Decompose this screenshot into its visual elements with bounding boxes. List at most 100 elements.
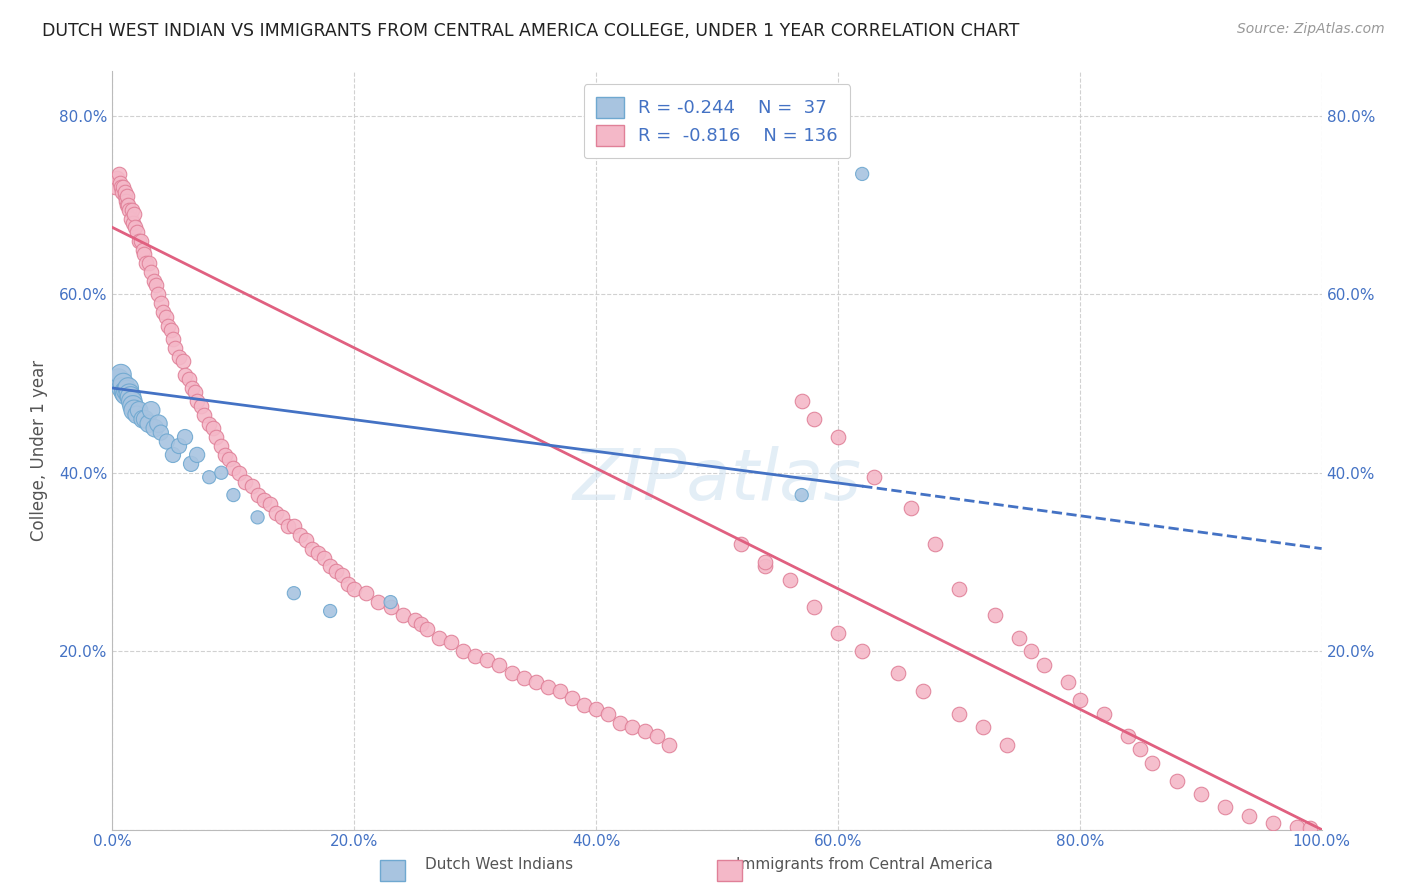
Point	[1286, 820, 1309, 834]
Text: Dutch West Indians: Dutch West Indians	[425, 857, 574, 872]
Point	[984, 608, 1007, 623]
Point	[900, 501, 922, 516]
Point	[138, 256, 160, 270]
Point	[117, 381, 139, 395]
Point	[512, 671, 534, 685]
Point	[1056, 675, 1078, 690]
Point	[1189, 787, 1212, 801]
Point	[128, 403, 150, 417]
Point	[246, 488, 269, 502]
Point	[114, 185, 136, 199]
Point	[488, 657, 510, 672]
Point	[107, 167, 129, 181]
Point	[162, 332, 184, 346]
Point	[152, 305, 174, 319]
Point	[1213, 800, 1236, 814]
Point	[174, 430, 197, 444]
Point	[108, 176, 131, 190]
Point	[218, 452, 240, 467]
Point	[1142, 756, 1164, 770]
Point	[1021, 644, 1043, 658]
Point	[464, 648, 486, 663]
Point	[312, 550, 335, 565]
Point	[440, 635, 463, 649]
Point	[193, 408, 215, 422]
Y-axis label: College, Under 1 year: College, Under 1 year	[30, 359, 48, 541]
Point	[141, 265, 163, 279]
Point	[404, 613, 426, 627]
Point	[172, 354, 194, 368]
Point	[319, 559, 342, 574]
Point	[1237, 809, 1260, 823]
Point	[995, 738, 1018, 752]
Point	[114, 387, 136, 401]
Point	[451, 644, 474, 658]
Point	[125, 408, 148, 422]
Point	[1129, 742, 1152, 756]
Point	[110, 180, 132, 194]
Point	[330, 568, 353, 582]
Point	[124, 220, 146, 235]
Point	[105, 171, 128, 186]
Point	[111, 185, 134, 199]
Point	[343, 582, 366, 596]
Point	[259, 497, 281, 511]
Point	[658, 738, 681, 752]
Point	[827, 626, 849, 640]
Point	[240, 479, 263, 493]
Point	[201, 421, 224, 435]
Point	[162, 448, 184, 462]
Point	[122, 399, 145, 413]
Point	[115, 384, 138, 398]
Point	[143, 421, 166, 435]
Point	[180, 457, 202, 471]
Point	[1008, 631, 1031, 645]
Point	[198, 417, 221, 431]
Point	[1032, 657, 1054, 672]
Point	[131, 234, 153, 248]
Point	[633, 724, 655, 739]
Point	[270, 510, 292, 524]
Point	[277, 519, 299, 533]
Point	[142, 274, 165, 288]
Point	[561, 690, 583, 705]
Point	[110, 368, 132, 382]
Point	[165, 341, 187, 355]
Point	[367, 595, 389, 609]
Point	[283, 586, 305, 600]
Point	[167, 350, 190, 364]
Point	[779, 573, 801, 587]
Point	[972, 720, 994, 734]
Point	[645, 729, 668, 743]
Point	[121, 394, 143, 409]
Point	[283, 519, 305, 533]
Point	[132, 412, 155, 426]
Point	[114, 194, 136, 208]
Point	[177, 372, 200, 386]
Point	[167, 439, 190, 453]
Point	[598, 706, 620, 721]
Point	[851, 644, 873, 658]
Point	[104, 180, 127, 194]
Point	[585, 702, 607, 716]
Point	[924, 537, 946, 551]
Point	[111, 381, 134, 395]
Point	[228, 466, 250, 480]
Point	[209, 466, 232, 480]
Point	[301, 541, 323, 556]
Point	[118, 387, 141, 401]
Point	[416, 622, 439, 636]
Point	[1263, 816, 1285, 830]
Point	[122, 216, 145, 230]
Point	[183, 385, 205, 400]
Point	[295, 533, 318, 547]
Point	[1069, 693, 1091, 707]
Point	[156, 434, 179, 449]
Point	[1298, 821, 1320, 835]
Point	[548, 684, 571, 698]
Text: DUTCH WEST INDIAN VS IMMIGRANTS FROM CENTRAL AMERICA COLLEGE, UNDER 1 YEAR CORRE: DUTCH WEST INDIAN VS IMMIGRANTS FROM CEN…	[42, 22, 1019, 40]
Point	[572, 698, 595, 712]
Point	[125, 225, 148, 239]
Point	[537, 680, 560, 694]
Point	[115, 189, 138, 203]
